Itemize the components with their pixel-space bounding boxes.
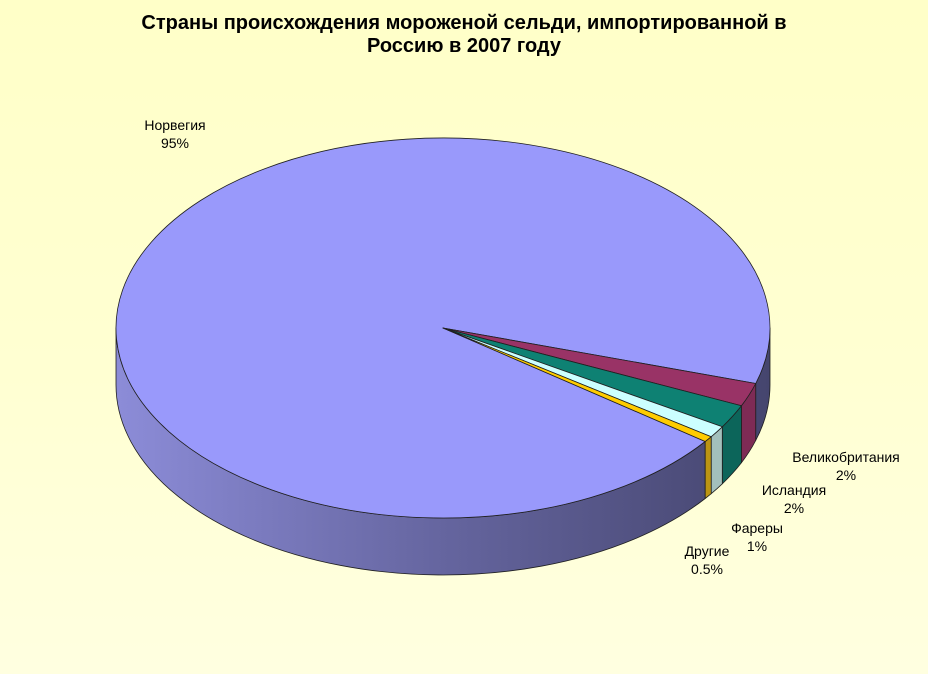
label-uk: Великобритания 2% [776,448,916,484]
label-norway-name: Норвегия [144,117,206,133]
pie-slice-side-4 [704,436,712,499]
label-iceland-value: 2% [783,500,805,516]
label-others: Другие 0.5% [667,542,747,578]
label-uk-value: 2% [835,467,857,483]
label-faroe-value: 1% [746,538,768,554]
label-faroe: Фареры 1% [712,519,802,555]
label-iceland-name: Исландия [761,482,827,498]
label-others-value: 0.5% [691,561,723,577]
chart-title-line2: Россию в 2007 году [367,35,561,57]
label-iceland: Исландия 2% [742,481,846,517]
chart-title: Страны происхождения мороженой сельди, и… [0,12,928,58]
label-faroe-name: Фареры [731,520,783,536]
chart-title-line1: Страны происхождения мороженой сельди, и… [141,12,787,34]
pie-slice-top-4 [442,327,712,442]
label-uk-name: Великобритания [792,449,900,465]
pie-slice-side-3 [710,426,723,495]
label-norway: Норвегия 95% [110,116,240,152]
label-norway-value: 95% [160,135,190,151]
label-others-name: Другие [684,543,730,559]
